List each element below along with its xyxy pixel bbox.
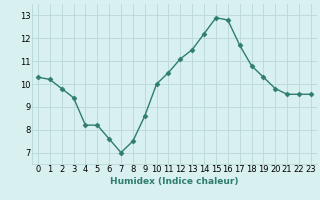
- X-axis label: Humidex (Indice chaleur): Humidex (Indice chaleur): [110, 177, 239, 186]
